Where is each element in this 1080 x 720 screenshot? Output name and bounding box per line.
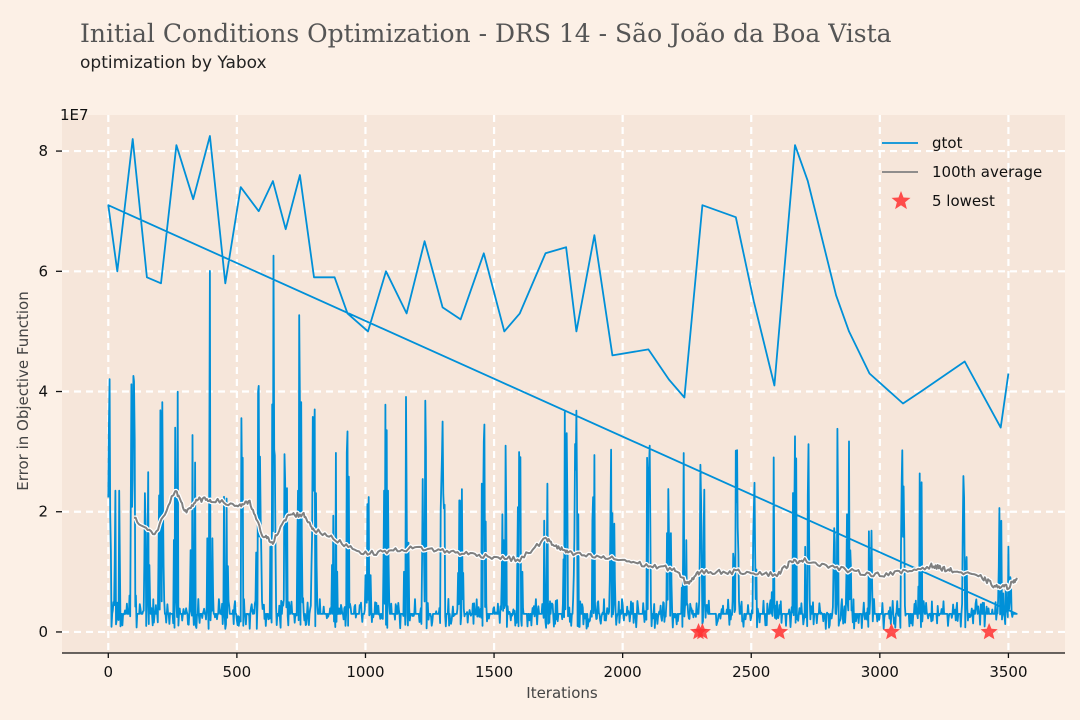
y-tick-label: 0 xyxy=(38,623,48,641)
y-tick-label: 4 xyxy=(38,383,48,401)
series-layer xyxy=(107,135,1020,640)
y-scale-label: 1E7 xyxy=(60,106,89,124)
x-tick-label: 2000 xyxy=(604,663,642,681)
chart-title: Initial Conditions Optimization - DRS 14… xyxy=(80,19,892,48)
legend-swatch-lowest xyxy=(891,191,911,210)
x-tick-label: 3000 xyxy=(861,663,899,681)
x-tick-label: 3500 xyxy=(989,663,1027,681)
y-tick-label: 6 xyxy=(38,262,48,280)
x-tick-label: 2500 xyxy=(732,663,770,681)
x-axis-label: Iterations xyxy=(526,684,598,702)
x-tick-label: 500 xyxy=(223,663,252,681)
lowest-point-star xyxy=(980,623,998,640)
lowest-point-star xyxy=(771,623,789,640)
series-gtot xyxy=(107,135,1018,630)
legend-label-gtot: gtot xyxy=(932,134,963,152)
legend: gtot 100th average 5 lowest xyxy=(882,134,1042,210)
x-tick-label: 1000 xyxy=(346,663,384,681)
y-tick-label: 8 xyxy=(38,142,48,160)
series-100th-average xyxy=(133,490,1018,591)
legend-label-lowest: 5 lowest xyxy=(932,192,995,210)
x-tick-label: 1500 xyxy=(475,663,513,681)
y-tick-label: 2 xyxy=(38,503,48,521)
lowest-point-star xyxy=(693,623,711,640)
axes: 0 500 1000 1500 2000 2500 3000 3500 0 2 4 6 8 xyxy=(38,142,1065,681)
y-axis-label: Error in Objective Function xyxy=(14,291,32,490)
lowest-point-star xyxy=(882,623,900,640)
chart-subtitle: optimization by Yabox xyxy=(80,53,267,73)
legend-label-average: 100th average xyxy=(932,163,1042,181)
x-tick-label: 0 xyxy=(104,663,114,681)
